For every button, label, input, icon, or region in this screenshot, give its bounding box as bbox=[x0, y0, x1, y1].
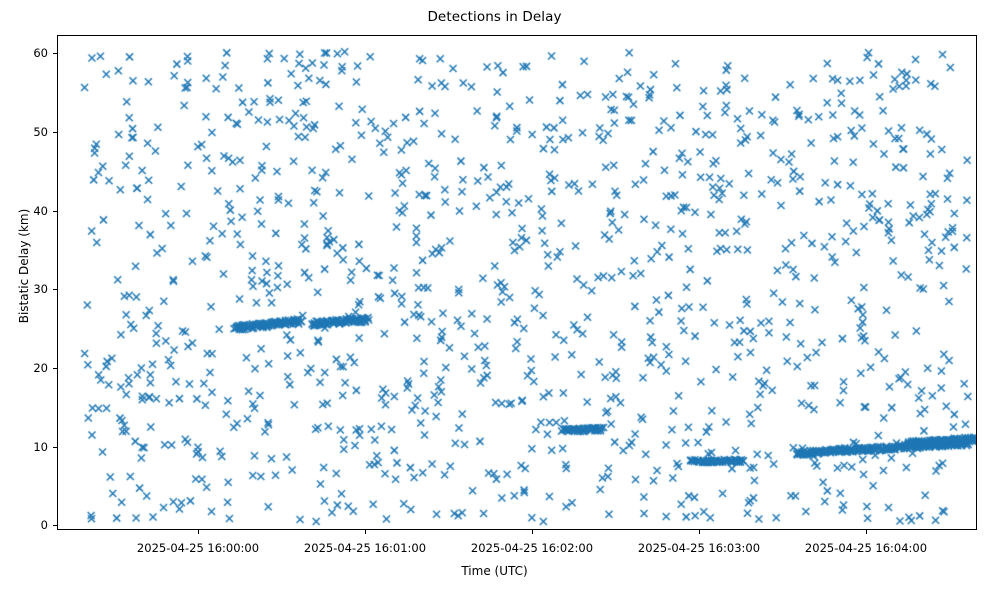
ytick-label-20: 20 bbox=[33, 361, 48, 375]
ytick-label-40: 40 bbox=[33, 204, 48, 218]
xtick-mark-1601 bbox=[365, 530, 367, 534]
xtick-mark-1603 bbox=[699, 530, 701, 534]
xtick-label-1601: 2025-04-25 16:01:00 bbox=[303, 541, 427, 555]
ytick-label-30: 30 bbox=[33, 282, 48, 296]
page-title: Detections in Delay bbox=[427, 9, 562, 25]
ytick-label-60: 60 bbox=[33, 46, 48, 60]
xtick-label-1604: 2025-04-25 16:04:00 bbox=[804, 541, 928, 555]
ytick-mark-0 bbox=[53, 525, 57, 527]
scatter-plot-canvas bbox=[58, 36, 976, 529]
ytick-label-50: 50 bbox=[33, 125, 48, 139]
ytick-mark-30 bbox=[53, 289, 57, 291]
ytick-label-0: 0 bbox=[40, 518, 48, 532]
ytick-mark-20 bbox=[53, 368, 57, 370]
y-axis-label: Bistatic Delay (km) bbox=[17, 208, 31, 324]
ytick-mark-60 bbox=[53, 53, 57, 55]
xtick-mark-1600 bbox=[198, 530, 200, 534]
ytick-mark-40 bbox=[53, 211, 57, 213]
xtick-label-1603: 2025-04-25 16:03:00 bbox=[637, 541, 761, 555]
x-axis-label: Time (UTC) bbox=[461, 564, 528, 578]
ytick-mark-50 bbox=[53, 132, 57, 134]
ytick-mark-10 bbox=[53, 447, 57, 449]
xtick-label-1600: 2025-04-25 16:00:00 bbox=[136, 541, 260, 555]
xtick-label-1602: 2025-04-25 16:02:00 bbox=[470, 541, 594, 555]
plot-area[interactable] bbox=[57, 35, 977, 530]
xtick-mark-1602 bbox=[532, 530, 534, 534]
xtick-mark-1604 bbox=[866, 530, 868, 534]
ytick-label-10: 10 bbox=[33, 440, 48, 454]
